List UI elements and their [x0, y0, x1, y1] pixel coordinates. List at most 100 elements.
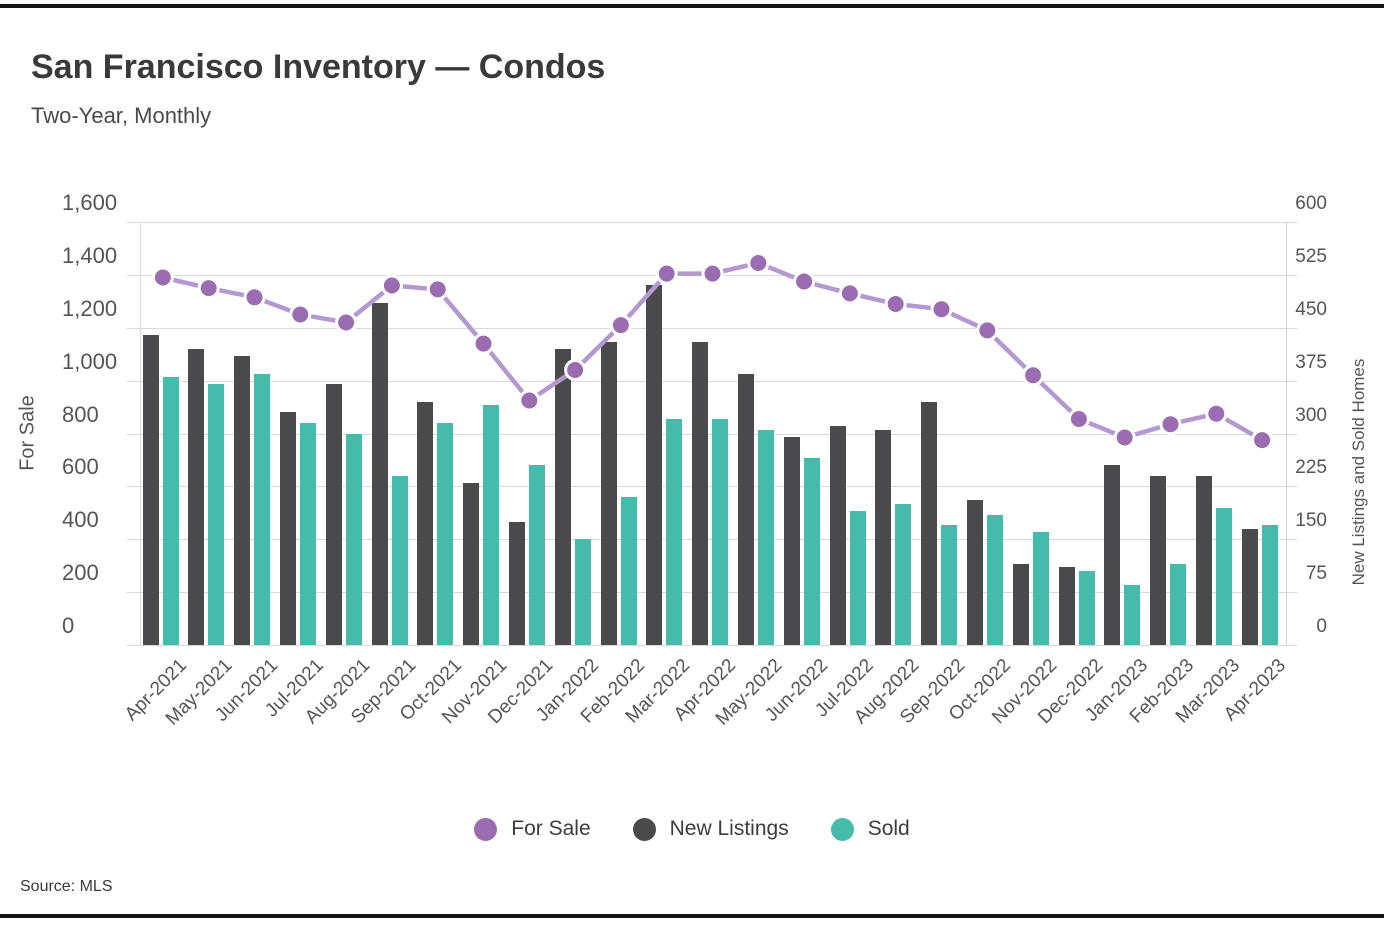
legend-label: New Listings	[669, 817, 789, 840]
bar-new-listings-Dec-2021	[508, 521, 525, 645]
bar-new-listings-Feb-2022	[600, 341, 617, 645]
y-tick-label-left: 800	[62, 401, 99, 427]
bar-sold-Apr-2023	[1261, 525, 1278, 645]
bar-sold-Apr-2022	[712, 419, 729, 645]
bar-sold-Nov-2021	[483, 405, 500, 645]
bar-new-listings-Sep-2021	[371, 303, 388, 645]
bar-new-listings-Feb-2023	[1150, 475, 1167, 645]
for-sale-line-layer	[151, 252, 1274, 452]
bar-new-listings-Mar-2023	[1195, 475, 1212, 645]
for-sale-point-Nov-2022	[1022, 364, 1045, 387]
gridline	[127, 222, 1297, 223]
bar-sold-Jan-2023	[1124, 585, 1141, 645]
for-sale-point-Oct-2022	[976, 319, 999, 342]
for-sale-point-Apr-2022	[701, 262, 724, 285]
bar-new-listings-Apr-2023	[1241, 528, 1258, 645]
bar-new-listings-Sep-2022	[921, 401, 938, 645]
y-tick-label-right: 375	[1295, 351, 1327, 373]
bar-sold-Aug-2022	[895, 504, 912, 645]
legend-item-sold[interactable]: Sold	[830, 817, 910, 841]
gridline	[127, 380, 1297, 382]
for-sale-point-Jul-2021	[289, 303, 312, 326]
for-sale-point-Jun-2022	[793, 270, 816, 293]
for-sale-point-May-2022	[747, 252, 770, 274]
y-tick-label-right: 600	[1295, 193, 1327, 214]
for-sale-point-Apr-2023	[1251, 429, 1274, 452]
bar-sold-May-2021	[208, 384, 225, 645]
bar-sold-Jul-2022	[849, 511, 866, 645]
for-sale-point-Oct-2021	[426, 278, 449, 301]
for-sale-line	[162, 260, 1264, 443]
legend-marker-icon	[474, 817, 498, 841]
y-tick-label-right: 225	[1295, 457, 1327, 479]
bar-sold-Sep-2021	[391, 475, 408, 645]
y-tick-label-right: 450	[1295, 298, 1327, 320]
bar-new-listings-Jul-2021	[279, 412, 296, 645]
bar-sold-Jul-2021	[299, 422, 316, 645]
for-sale-point-Mar-2023	[1205, 402, 1228, 425]
bar-sold-Sep-2022	[941, 525, 958, 645]
gridline	[127, 327, 1297, 329]
y-tick-label-left: 600	[62, 454, 99, 480]
bar-sold-Jun-2022	[803, 458, 820, 645]
page-subtitle: Two-Year, Monthly	[31, 103, 212, 128]
legend-item-for-sale[interactable]: For Sale	[474, 817, 591, 841]
bar-sold-Mar-2022	[666, 419, 683, 645]
for-sale-point-Dec-2022	[1067, 408, 1090, 430]
bar-sold-Feb-2023	[1170, 563, 1187, 645]
bar-sold-Feb-2022	[620, 496, 637, 645]
bar-new-listings-Jul-2022	[829, 426, 846, 645]
bar-sold-Apr-2021	[162, 377, 179, 645]
chart-plot-area	[140, 222, 1287, 645]
for-sale-point-Jan-2022	[564, 359, 587, 381]
y-tick-label-left: 0	[62, 613, 75, 638]
bar-sold-Jan-2022	[574, 539, 591, 645]
bar-new-listings-Mar-2022	[646, 285, 663, 645]
bar-new-listings-Jun-2021	[234, 355, 251, 645]
for-sale-point-Jan-2023	[1113, 426, 1136, 449]
gridline	[127, 539, 1297, 541]
legend-item-new-listings[interactable]: New Listings	[632, 817, 789, 841]
bar-new-listings-Oct-2022	[966, 500, 983, 645]
bar-new-listings-Dec-2022	[1058, 567, 1075, 645]
bar-sold-Nov-2022	[1032, 532, 1049, 645]
legend-marker-icon	[830, 817, 854, 841]
bar-new-listings-Jun-2022	[783, 437, 800, 645]
right-axis-title: New Listings and Sold Homes	[1349, 358, 1368, 586]
y-tick-label-right: 150	[1295, 510, 1327, 532]
bar-sold-Dec-2021	[528, 465, 545, 645]
y-tick-label-left: 1,000	[62, 348, 118, 374]
y-tick-label-left: 1,400	[62, 242, 118, 268]
for-sale-point-Feb-2023	[1159, 413, 1182, 436]
bar-sold-Mar-2023	[1215, 507, 1232, 645]
bar-sold-Dec-2022	[1078, 570, 1095, 645]
y-tick-label-right: 75	[1305, 563, 1327, 585]
bar-sold-Oct-2021	[437, 422, 454, 645]
for-sale-point-Apr-2021	[151, 266, 174, 289]
y-tick-label-right: 525	[1295, 245, 1327, 267]
y-tick-label-left: 200	[62, 560, 99, 586]
y-tick-label-left: 400	[62, 507, 99, 533]
for-sale-point-Mar-2022	[655, 262, 678, 285]
bar-new-listings-Nov-2022	[1012, 563, 1029, 645]
gridline	[127, 486, 1297, 488]
for-sale-point-Dec-2021	[518, 389, 541, 412]
bar-sold-May-2022	[757, 429, 774, 645]
for-sale-point-Aug-2022	[884, 293, 907, 315]
for-sale-point-Jun-2021	[243, 286, 266, 309]
for-sale-point-Nov-2021	[472, 332, 495, 355]
bar-new-listings-Jan-2022	[554, 348, 571, 645]
gridline	[127, 645, 1297, 646]
for-sale-point-Sep-2022	[930, 298, 953, 321]
legend: For Sale New Listings Sold	[0, 810, 1384, 848]
bar-new-listings-Nov-2021	[463, 482, 480, 645]
bar-sold-Aug-2021	[345, 433, 362, 645]
y-tick-label-right: 300	[1295, 404, 1327, 426]
bar-new-listings-May-2022	[737, 373, 754, 645]
y-tick-label-left: 1,200	[62, 295, 118, 321]
legend-marker-icon	[632, 817, 656, 841]
page-title: San Francisco Inventory — Condos	[31, 48, 606, 86]
for-sale-point-Jul-2022	[838, 282, 861, 305]
y-tick-label-right: 0	[1316, 616, 1327, 637]
